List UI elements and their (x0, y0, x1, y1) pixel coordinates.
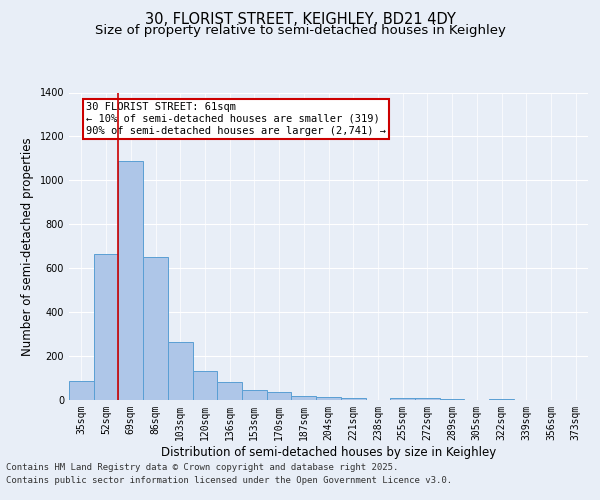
Text: Size of property relative to semi-detached houses in Keighley: Size of property relative to semi-detach… (95, 24, 505, 37)
Bar (440, 399, 464, 400)
Bar (267, 392, 292, 400)
Text: Contains public sector information licensed under the Open Government Licence v3: Contains public sector information licen… (6, 476, 452, 485)
Bar (143, 257, 168, 400)
Bar (217, 382, 242, 400)
Text: Contains HM Land Registry data © Crown copyright and database right 2025.: Contains HM Land Registry data © Crown c… (6, 462, 398, 471)
Bar (316, 396, 341, 400)
Text: 30 FLORIST STREET: 61sqm
← 10% of semi-detached houses are smaller (319)
90% of : 30 FLORIST STREET: 61sqm ← 10% of semi-d… (86, 102, 386, 136)
X-axis label: Distribution of semi-detached houses by size in Keighley: Distribution of semi-detached houses by … (161, 446, 496, 458)
Text: 30, FLORIST STREET, KEIGHLEY, BD21 4DY: 30, FLORIST STREET, KEIGHLEY, BD21 4DY (145, 12, 455, 28)
Bar (69, 382, 94, 400)
Bar (193, 372, 217, 400)
Bar (489, 399, 514, 400)
Bar (168, 342, 193, 400)
Bar (118, 160, 143, 400)
Bar (341, 398, 365, 400)
Bar (415, 398, 440, 400)
Bar (390, 398, 415, 400)
Bar (242, 390, 267, 400)
Y-axis label: Number of semi-detached properties: Number of semi-detached properties (21, 137, 34, 356)
Bar (94, 254, 118, 400)
Bar (292, 396, 316, 400)
